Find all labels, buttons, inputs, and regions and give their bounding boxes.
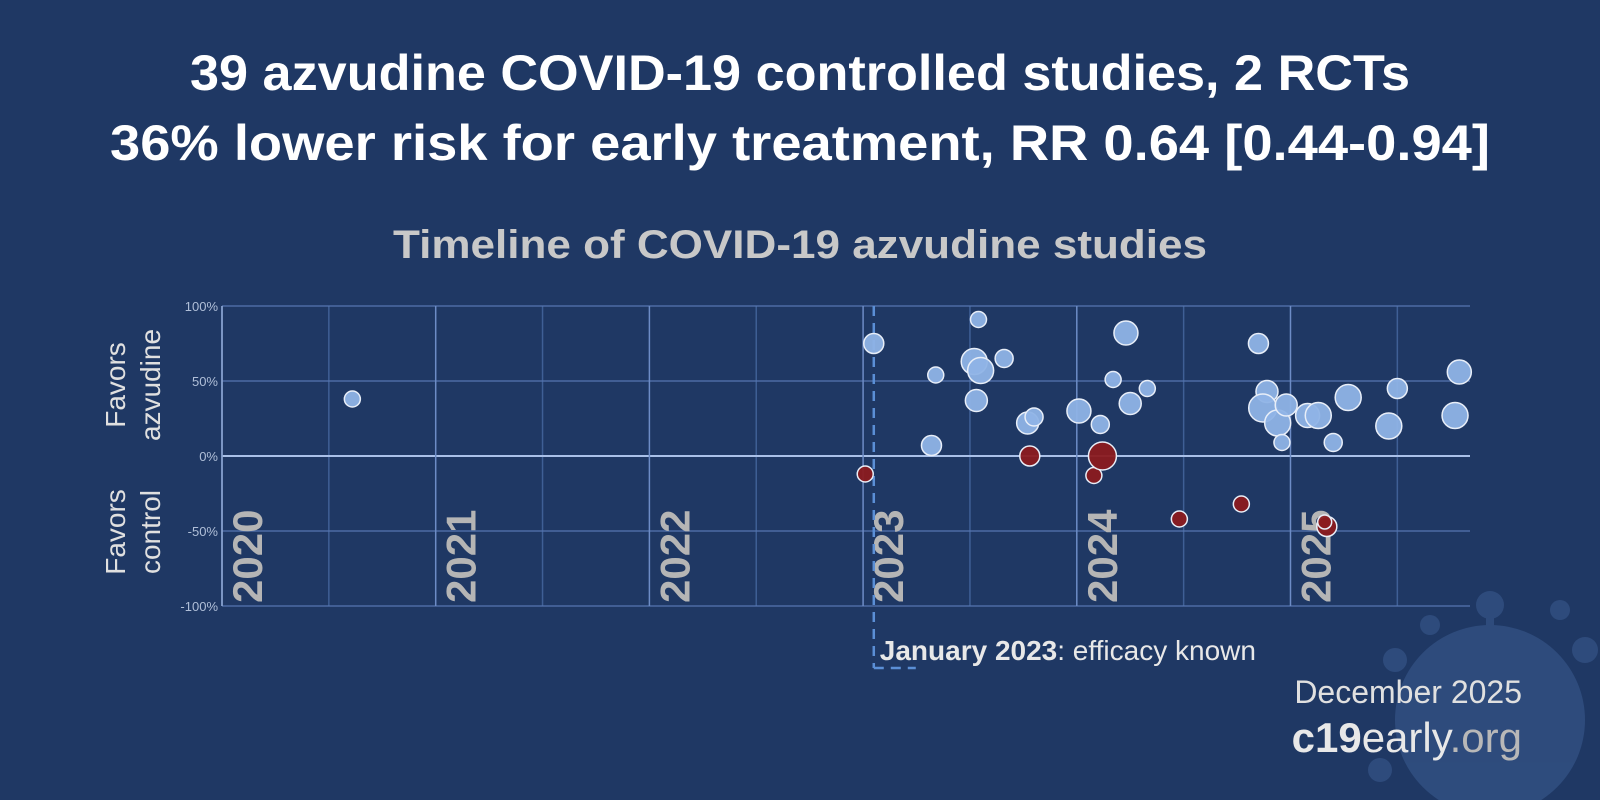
study-point [1375,412,1403,440]
study-point [1090,414,1111,435]
annotation: January 2023: efficacy known [880,635,1256,666]
site-bold: c19 [1292,714,1362,761]
study-point [1170,510,1189,528]
study-point [966,356,995,385]
study-point [1087,441,1118,471]
y-tick-label: -100% [180,599,218,614]
study-point [920,434,943,457]
y-label-line: control [135,490,166,574]
plot: -100%-50%0%50%100%2020 2021 2022 2023 2024 20… [180,299,1473,670]
y-tick-label: 0% [199,449,218,464]
y-tick-label: 50% [192,374,218,389]
study-point [1104,370,1122,389]
site-suffix: .org [1450,714,1522,761]
title-line: 36% lower risk for early treatment, RR 0… [110,115,1490,171]
study-point [1066,398,1092,424]
study-point [1441,401,1469,430]
annotation-text: : efficacy known [1057,635,1256,666]
x-tick-label: 2023 [865,510,912,603]
y-label-top: Favors azvudine [100,329,166,441]
y-label-bottom: Favors control [100,489,166,575]
y-tick-label: 100% [185,299,219,314]
study-point [1024,407,1044,427]
x-tick-label: 2021 [438,510,485,603]
study-point [927,366,945,384]
footer-date: December 2025 [1294,674,1522,710]
virus-decoration [1368,591,1598,800]
study-point [1323,432,1343,453]
study-point [964,388,989,413]
study-point [343,390,362,408]
x-tick-label: 2024 [1079,509,1126,603]
study-point [1273,433,1291,452]
study-point [1138,379,1157,398]
study-point [1334,383,1362,412]
footer-site: c19early.org [1292,714,1522,761]
study-point [1019,445,1041,467]
study-point [969,310,988,329]
study-point [1274,393,1298,417]
x-tick-label: 2020 [224,510,271,603]
study-point [1247,332,1270,355]
study-point [1118,391,1142,416]
y-label-line: Favors [100,489,131,575]
y-label-line: azvudine [135,329,166,441]
y-tick-label: -50% [188,524,219,539]
study-point [856,465,874,483]
study-point [863,332,885,355]
title-line: 39 azvudine COVID-19 controlled studies,… [190,45,1410,101]
study-point [1446,359,1473,385]
y-label-line: Favors [100,342,131,428]
study-point [1304,401,1333,430]
study-point [1113,320,1139,346]
study-point [1232,495,1251,513]
x-tick-label: 2022 [651,510,698,603]
site: early [1362,714,1453,761]
chart-title: Timeline of COVID-19 azvudine studies [393,223,1207,267]
annotation-date: January 2023 [880,635,1057,666]
study-point [1316,514,1333,530]
study-point [1386,377,1409,400]
study-point [994,348,1014,369]
